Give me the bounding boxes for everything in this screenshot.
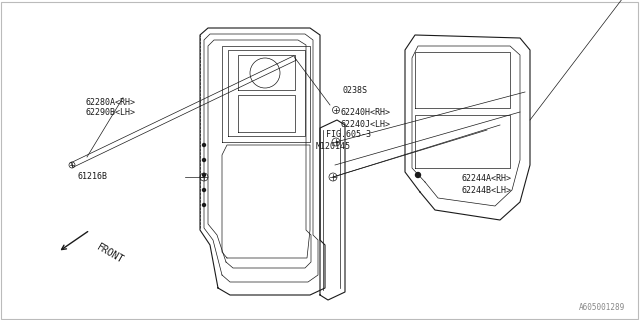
Circle shape — [202, 173, 205, 177]
Text: 62240H<RH>: 62240H<RH> — [340, 108, 390, 116]
Text: 62244B<LH>: 62244B<LH> — [461, 186, 511, 195]
Text: 62240J<LH>: 62240J<LH> — [340, 119, 390, 129]
Text: FIG.605-3: FIG.605-3 — [326, 130, 371, 139]
Text: 62290B<LH>: 62290B<LH> — [85, 108, 135, 116]
Circle shape — [202, 204, 205, 206]
Text: 62244A<RH>: 62244A<RH> — [461, 173, 511, 182]
Text: M120145: M120145 — [316, 141, 351, 150]
Circle shape — [202, 143, 205, 147]
Text: A605001289: A605001289 — [579, 303, 625, 312]
Text: FRONT: FRONT — [95, 242, 125, 265]
Circle shape — [202, 158, 205, 162]
Text: 0238S: 0238S — [342, 85, 367, 94]
Text: 62280A<RH>: 62280A<RH> — [85, 98, 135, 107]
Text: 61216B: 61216B — [77, 172, 107, 180]
Circle shape — [415, 172, 420, 178]
Circle shape — [202, 188, 205, 191]
